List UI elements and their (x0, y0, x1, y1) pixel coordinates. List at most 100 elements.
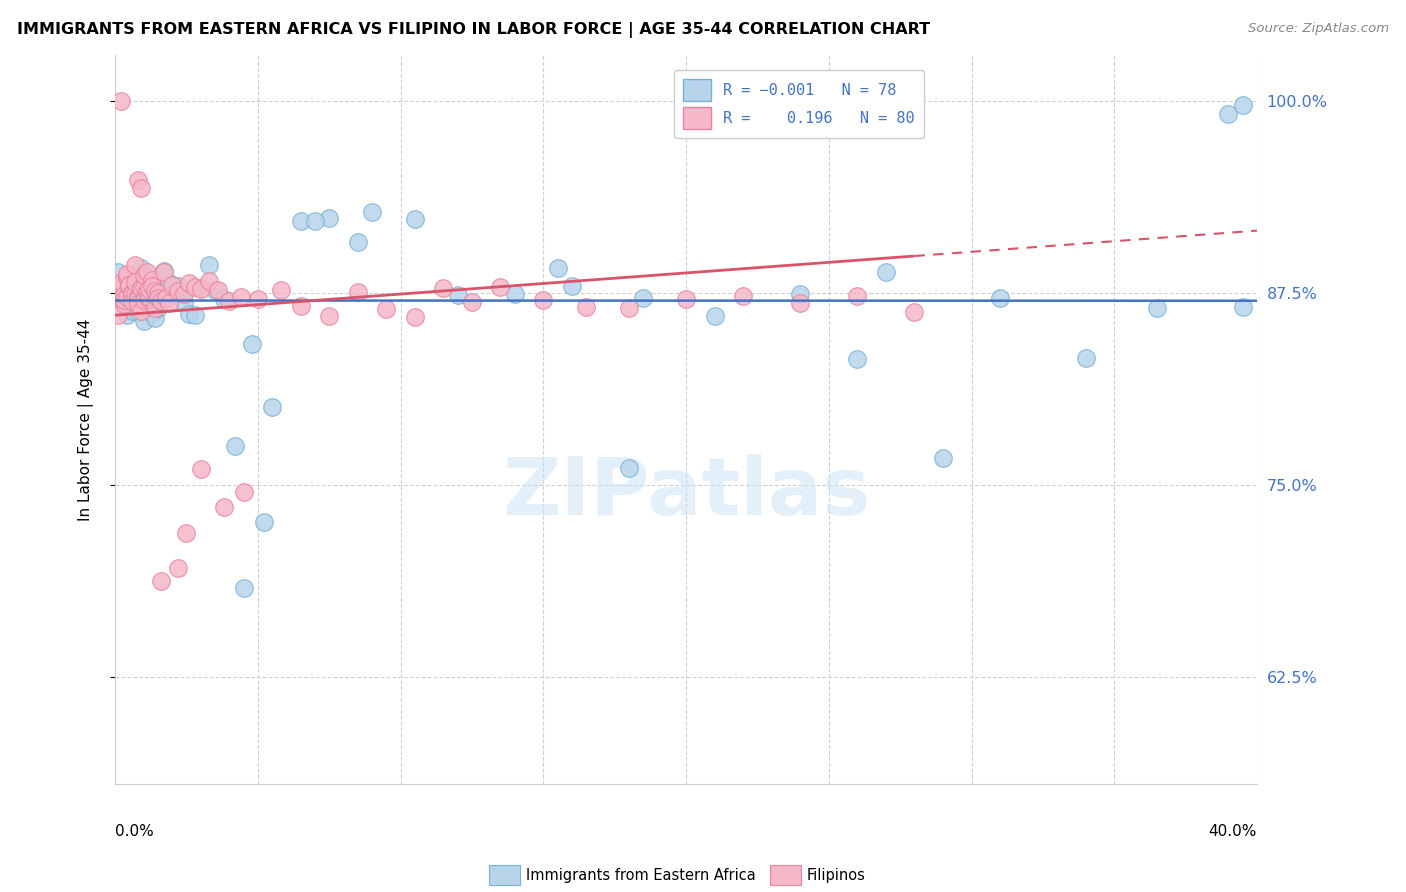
Point (146, 285, 169, 300)
Point (141, 306, 163, 320)
Point (129, 261, 152, 276)
Point (127, 266, 149, 280)
Point (115, 308, 138, 322)
Point (224, 439, 246, 453)
Point (232, 484, 254, 499)
Y-axis label: In Labor Force | Age 35-44: In Labor Force | Age 35-44 (79, 318, 94, 521)
Point (1218, 107, 1240, 121)
Point (121, 286, 143, 301)
Text: ZIPatlas: ZIPatlas (502, 453, 870, 532)
Point (121, 303, 143, 318)
Point (204, 283, 226, 297)
Point (112, 285, 135, 300)
Point (675, 293, 697, 307)
Point (110, 94, 132, 108)
Point (129, 303, 152, 318)
Point (110, 277, 132, 292)
Point (179, 277, 201, 291)
Point (135, 291, 157, 305)
Point (232, 581, 254, 595)
Point (112, 288, 135, 302)
Point (404, 211, 426, 226)
Point (617, 461, 640, 475)
Text: Immigrants from Eastern Africa: Immigrants from Eastern Africa (526, 868, 755, 882)
Point (141, 279, 163, 293)
Point (789, 287, 811, 301)
Point (129, 281, 152, 295)
Point (733, 289, 755, 303)
Point (127, 290, 149, 304)
Point (184, 308, 207, 322)
Point (932, 450, 955, 465)
Point (346, 285, 368, 299)
Point (846, 289, 869, 303)
Point (127, 173, 149, 187)
Point (290, 214, 312, 228)
Point (115, 270, 138, 285)
Point (124, 258, 146, 272)
Point (107, 265, 129, 279)
Text: Filipinos: Filipinos (807, 868, 866, 882)
Point (988, 291, 1011, 305)
Point (135, 265, 157, 279)
Point (1232, 98, 1254, 112)
Point (846, 351, 869, 366)
Text: 0.0%: 0.0% (115, 824, 153, 839)
Point (141, 273, 163, 287)
Point (127, 304, 149, 318)
Point (157, 276, 180, 290)
Point (124, 279, 146, 293)
Point (240, 336, 263, 351)
Point (432, 281, 454, 295)
Point (190, 281, 212, 295)
Point (375, 302, 398, 317)
Point (121, 294, 143, 309)
Point (318, 211, 340, 225)
Point (1232, 301, 1254, 315)
Point (118, 293, 141, 308)
Point (304, 214, 326, 228)
Point (110, 292, 132, 306)
Point (138, 273, 160, 287)
Point (129, 286, 152, 301)
Point (875, 265, 897, 279)
Point (112, 293, 135, 308)
Point (361, 205, 384, 219)
Point (903, 305, 925, 319)
Point (121, 289, 143, 303)
Point (107, 308, 129, 322)
Point (138, 295, 160, 310)
Point (246, 293, 269, 307)
Point (346, 235, 368, 249)
Point (121, 289, 143, 303)
Point (115, 285, 138, 300)
Point (198, 274, 221, 288)
Text: 40.0%: 40.0% (1209, 824, 1257, 839)
Point (132, 293, 155, 307)
Point (198, 259, 221, 273)
Point (190, 462, 212, 476)
Point (184, 280, 207, 294)
Point (179, 307, 201, 321)
Point (143, 311, 166, 326)
Point (218, 293, 240, 308)
Point (1146, 301, 1168, 315)
Point (149, 268, 172, 282)
Point (141, 279, 163, 293)
Point (124, 286, 146, 301)
Point (489, 280, 512, 294)
Point (127, 284, 149, 298)
Point (152, 264, 174, 278)
Point (561, 279, 583, 293)
Point (212, 500, 235, 514)
Point (132, 314, 155, 328)
Point (124, 285, 146, 299)
Point (252, 515, 274, 529)
Point (118, 288, 141, 302)
Point (262, 400, 284, 414)
Point (115, 290, 138, 304)
Point (173, 287, 195, 301)
Point (190, 281, 212, 295)
Point (118, 277, 141, 292)
Point (132, 303, 155, 318)
